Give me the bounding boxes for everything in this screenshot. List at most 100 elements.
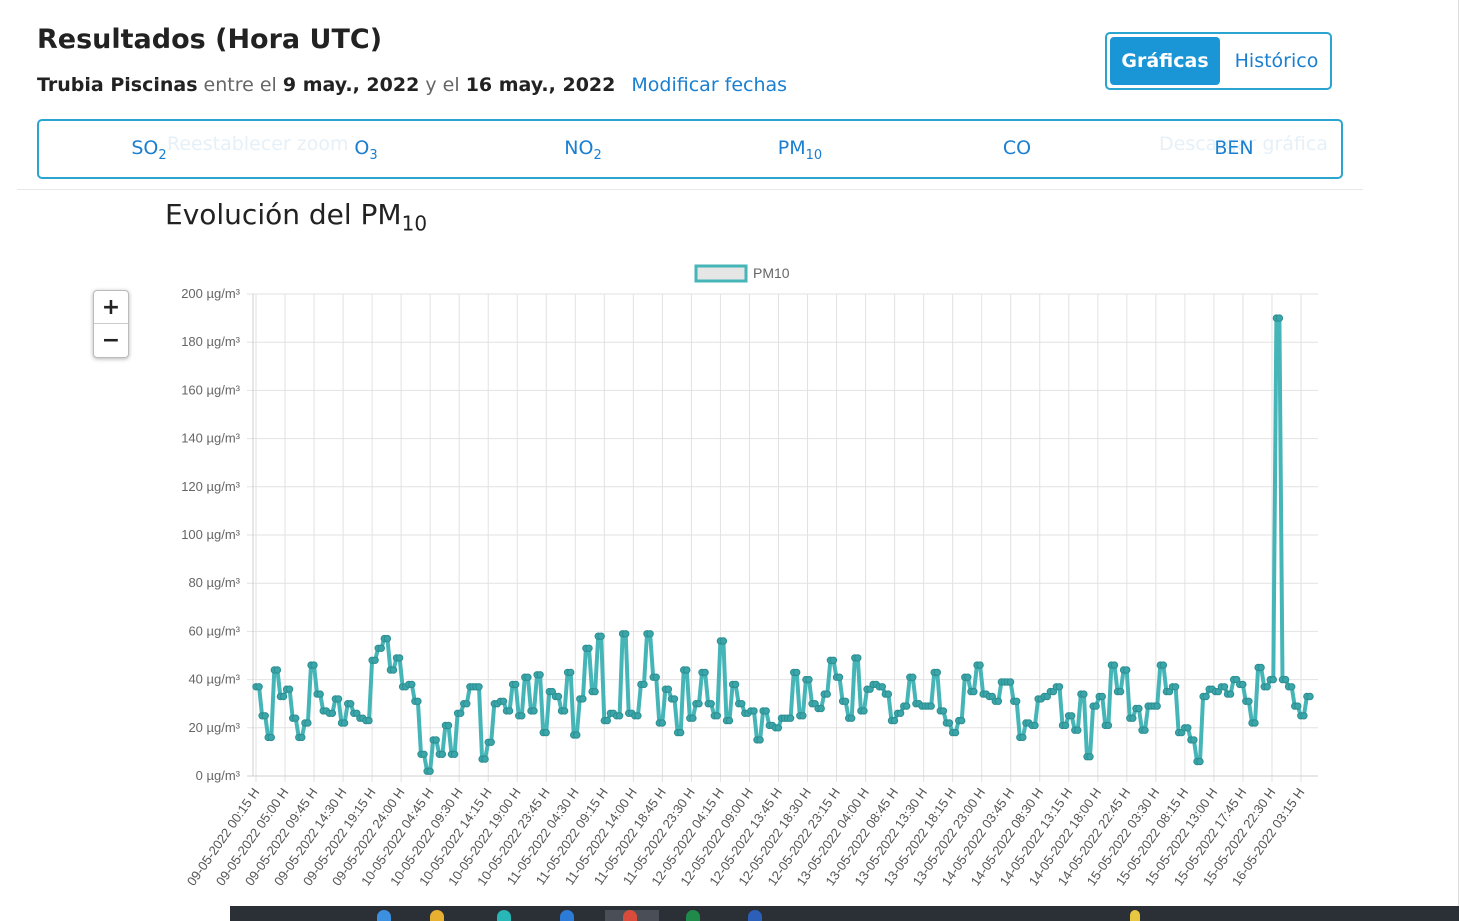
data-point bbox=[750, 707, 758, 715]
data-point bbox=[927, 702, 935, 710]
data-point bbox=[1153, 702, 1161, 710]
data-point bbox=[817, 704, 825, 713]
y-tick-label: 40 µg/m³ bbox=[188, 672, 240, 687]
data-point bbox=[273, 666, 282, 674]
data-point bbox=[261, 712, 269, 720]
y-tick-label: 180 µg/m³ bbox=[181, 334, 240, 349]
data-point bbox=[426, 767, 434, 775]
data-point bbox=[377, 644, 385, 652]
data-point bbox=[1074, 726, 1082, 734]
tab-o3-sub: 3 bbox=[369, 147, 378, 163]
data-point bbox=[634, 712, 642, 720]
tab-pm10[interactable]: PM10 bbox=[778, 137, 822, 163]
data-point bbox=[848, 714, 856, 722]
data-point bbox=[591, 687, 599, 696]
data-point bbox=[835, 673, 844, 681]
y-tick-label: 120 µg/m³ bbox=[181, 479, 240, 494]
y-tick-label: 60 µg/m³ bbox=[188, 623, 240, 638]
modify-dates-link[interactable]: Modificar fechas bbox=[631, 74, 788, 96]
data-point bbox=[487, 738, 495, 746]
data-point bbox=[701, 668, 709, 677]
tab-co-label: CO bbox=[1002, 137, 1032, 159]
chart-title-text: Evolución del PM bbox=[165, 198, 402, 231]
data-point bbox=[640, 680, 648, 689]
store-icon[interactable] bbox=[560, 910, 574, 921]
data-point bbox=[976, 661, 984, 669]
data-point bbox=[884, 690, 893, 698]
data-point bbox=[316, 690, 324, 698]
chrome-icon[interactable] bbox=[623, 910, 637, 921]
tab-ben[interactable]: BEN bbox=[1214, 137, 1253, 159]
data-point bbox=[615, 712, 624, 720]
data-point bbox=[1257, 663, 1265, 672]
data-point bbox=[1171, 683, 1180, 691]
folder-icon[interactable] bbox=[430, 910, 444, 921]
data-point bbox=[933, 668, 941, 677]
date-range-summary: Trubia Piscinas entre el 9 may., 2022 y … bbox=[37, 74, 787, 96]
data-point bbox=[1220, 683, 1229, 691]
data-point bbox=[970, 687, 978, 696]
data-point bbox=[731, 680, 740, 689]
data-point bbox=[505, 707, 514, 715]
tray-icon[interactable] bbox=[1130, 910, 1140, 921]
data-point bbox=[1013, 697, 1021, 705]
tab-o3-label: O bbox=[354, 137, 370, 159]
data-point bbox=[457, 709, 465, 717]
data-point bbox=[1061, 721, 1070, 730]
legend-label: PM10 bbox=[753, 265, 790, 281]
data-point bbox=[756, 736, 764, 744]
data-point bbox=[1086, 753, 1094, 761]
data-point bbox=[524, 673, 532, 681]
between-text: entre el bbox=[203, 74, 277, 96]
data-point bbox=[677, 728, 685, 737]
data-point bbox=[347, 700, 355, 708]
data-point bbox=[1080, 690, 1088, 698]
data-point bbox=[1098, 692, 1107, 701]
data-point bbox=[725, 716, 734, 725]
graphs-tab[interactable]: Gráficas bbox=[1110, 37, 1220, 85]
data-point bbox=[567, 668, 575, 677]
data-point bbox=[658, 719, 666, 727]
tab-so2[interactable]: SO2 bbox=[131, 137, 166, 163]
data-point bbox=[713, 712, 721, 720]
history-tab[interactable]: Histórico bbox=[1234, 50, 1319, 72]
data-point bbox=[1092, 702, 1100, 710]
data-point bbox=[279, 692, 288, 701]
tab-no2-label: NO bbox=[564, 137, 594, 159]
data-point bbox=[304, 719, 312, 727]
data-point bbox=[689, 714, 697, 722]
zoom-in-button[interactable]: + bbox=[94, 291, 128, 324]
reset-zoom-button[interactable]: Reestablecer zoom bbox=[167, 133, 349, 155]
data-point bbox=[683, 666, 691, 674]
data-point bbox=[964, 673, 972, 681]
data-point bbox=[438, 750, 447, 758]
data-point bbox=[860, 707, 868, 715]
explorer-icon[interactable] bbox=[377, 910, 391, 921]
data-point bbox=[1104, 721, 1113, 730]
word-icon[interactable] bbox=[748, 910, 762, 921]
data-point bbox=[1196, 757, 1204, 766]
data-point bbox=[542, 728, 550, 737]
data-point bbox=[878, 683, 886, 691]
data-point bbox=[622, 630, 630, 638]
data-point bbox=[444, 721, 453, 730]
data-point bbox=[951, 728, 960, 737]
data-point bbox=[890, 716, 899, 725]
excel-icon[interactable] bbox=[686, 910, 700, 921]
download-chart-button[interactable]: Descargar gráfica bbox=[1159, 133, 1328, 155]
edge-icon[interactable] bbox=[497, 910, 511, 921]
data-point bbox=[1159, 661, 1168, 669]
tab-co[interactable]: CO bbox=[1003, 137, 1031, 159]
data-point bbox=[1068, 712, 1076, 720]
data-point bbox=[805, 675, 813, 684]
tab-o3[interactable]: O3 bbox=[354, 137, 377, 163]
data-point bbox=[432, 736, 440, 744]
chart-title-sub: 10 bbox=[401, 211, 428, 236]
zoom-controls: + − bbox=[93, 290, 129, 358]
data-point bbox=[695, 700, 703, 708]
zoom-out-button[interactable]: − bbox=[101, 327, 121, 353]
date-to: 16 may., 2022 bbox=[465, 74, 616, 96]
data-point bbox=[719, 637, 728, 645]
tab-no2[interactable]: NO2 bbox=[564, 137, 601, 163]
